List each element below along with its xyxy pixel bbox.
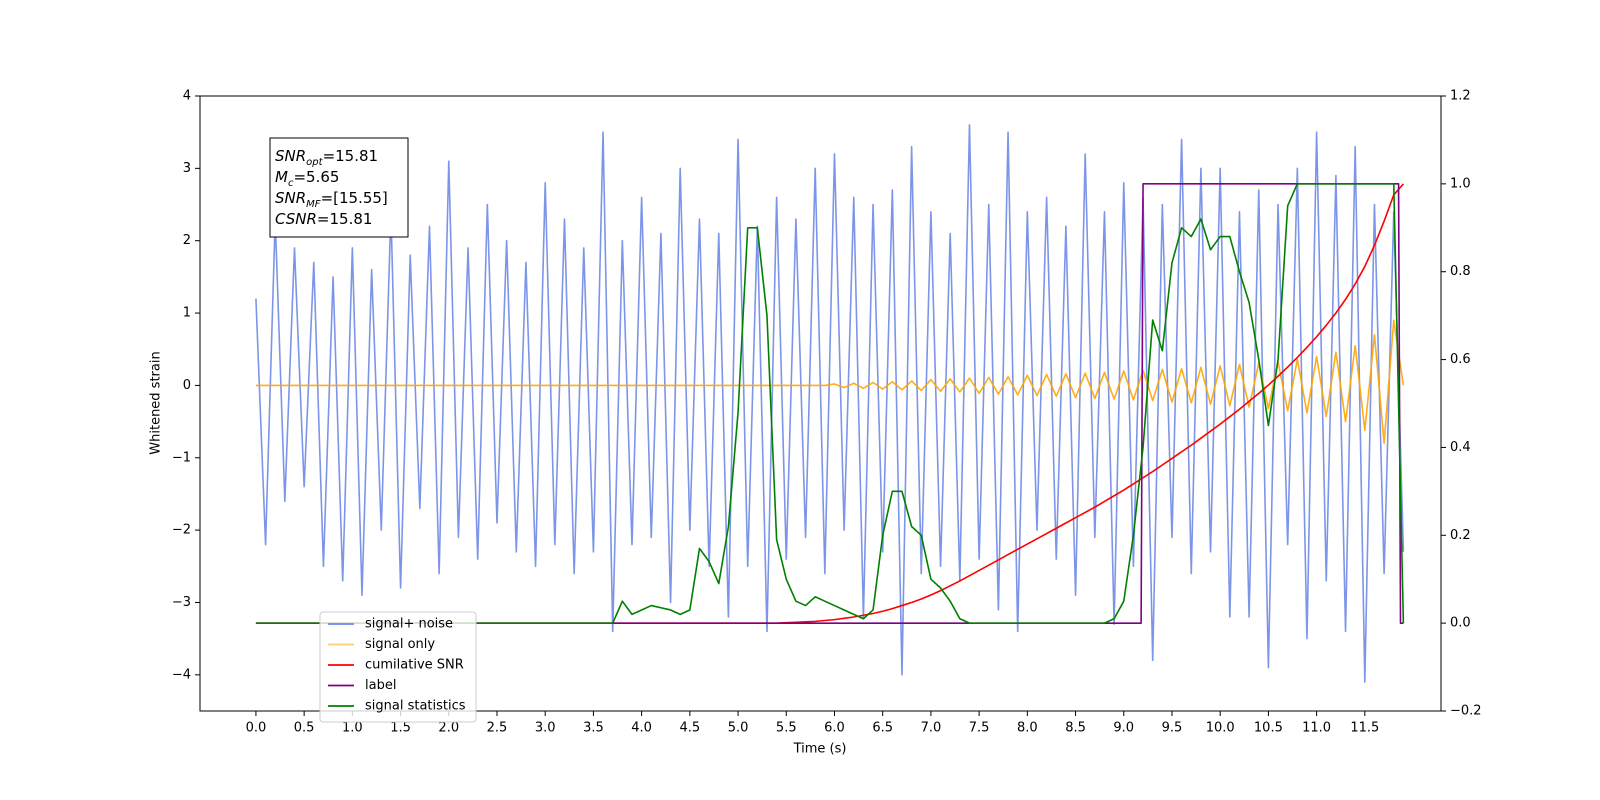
y-tick-label: 1 [183, 306, 191, 321]
annotation-symbol: M [275, 168, 288, 186]
y2-tick-label: 0.2 [1450, 528, 1471, 543]
x-tick-label: 11.5 [1350, 721, 1379, 736]
legend-label: signal statistics [365, 699, 466, 714]
legend-label: signal only [365, 637, 435, 652]
x-tick-label: 0.5 [294, 721, 315, 736]
y2-tick-label: 0.8 [1450, 264, 1471, 279]
x-tick-label: 0.0 [246, 721, 267, 736]
x-tick-label: 6.5 [872, 721, 893, 736]
x-tick-label: 10.0 [1206, 721, 1235, 736]
annotation-subscript: MF [306, 199, 321, 210]
y2-tick-label: 1.2 [1450, 89, 1471, 104]
legend-label: cumilative SNR [365, 658, 464, 673]
y2-tick-label: −0.2 [1450, 704, 1482, 719]
x-tick-label: 9.5 [1162, 721, 1183, 736]
legend-label: label [365, 678, 396, 693]
y-tick-label: −4 [172, 667, 191, 682]
series-line [255, 124, 1405, 683]
x-axis-label: Time (s) [793, 742, 847, 757]
annotation: SNRMF=[15.55] [275, 189, 388, 210]
y2-tick-label: 0.0 [1450, 616, 1471, 631]
annotation-box [269, 137, 409, 238]
series-line [255, 319, 1405, 445]
annotation-value: =15.81 [317, 210, 373, 228]
y2-tick-label: 0.4 [1450, 440, 1471, 455]
y-tick-label: 4 [183, 89, 191, 104]
x-tick-label: 1.0 [342, 721, 363, 736]
plot-frame [199, 95, 1442, 712]
y-tick-label: 2 [183, 233, 191, 248]
x-tick-label: 4.0 [631, 721, 652, 736]
annotation-symbol: SNR [275, 147, 306, 165]
legend-box [319, 611, 477, 723]
annotation-subscript: opt [306, 157, 323, 168]
annotation-value: =[15.55] [321, 189, 388, 207]
y2-tick-label: 1.0 [1450, 176, 1471, 191]
y-axis-label: Whitened strain [149, 351, 164, 454]
x-tick-label: 8.0 [1017, 721, 1038, 736]
x-tick-label: 4.5 [679, 721, 700, 736]
annotation-subscript: c [288, 178, 294, 189]
x-tick-label: 5.5 [776, 721, 797, 736]
legend-label: signal+ noise [365, 617, 453, 632]
x-tick-label: 11.0 [1302, 721, 1331, 736]
y-tick-label: −1 [172, 450, 191, 465]
x-tick-label: 7.0 [921, 721, 942, 736]
y2-tick-label: 0.6 [1450, 352, 1471, 367]
y-tick-label: 0 [183, 378, 191, 393]
annotation: SNRopt=15.81 [275, 147, 378, 168]
x-tick-label: 7.5 [969, 721, 990, 736]
x-tick-label: 3.0 [535, 721, 556, 736]
x-tick-label: 1.5 [390, 721, 411, 736]
x-tick-label: 2.0 [438, 721, 459, 736]
x-tick-label: 8.5 [1065, 721, 1086, 736]
x-tick-label: 10.5 [1254, 721, 1283, 736]
annotation: CSNR=15.81 [275, 210, 372, 228]
y-tick-label: 3 [183, 161, 191, 176]
x-tick-label: 3.5 [583, 721, 604, 736]
annotation-value: =5.65 [293, 168, 339, 186]
x-tick-label: 2.5 [487, 721, 508, 736]
annotation-symbol: CSNR [275, 210, 317, 228]
y-tick-label: −2 [172, 523, 191, 538]
annotation: Mc=5.65 [275, 168, 339, 189]
x-tick-label: 6.0 [824, 721, 845, 736]
x-tick-label: 5.0 [728, 721, 749, 736]
y-tick-label: −3 [172, 595, 191, 610]
x-tick-label: 9.0 [1113, 721, 1134, 736]
annotation-symbol: SNR [275, 189, 306, 207]
annotation-value: =15.81 [323, 147, 379, 165]
